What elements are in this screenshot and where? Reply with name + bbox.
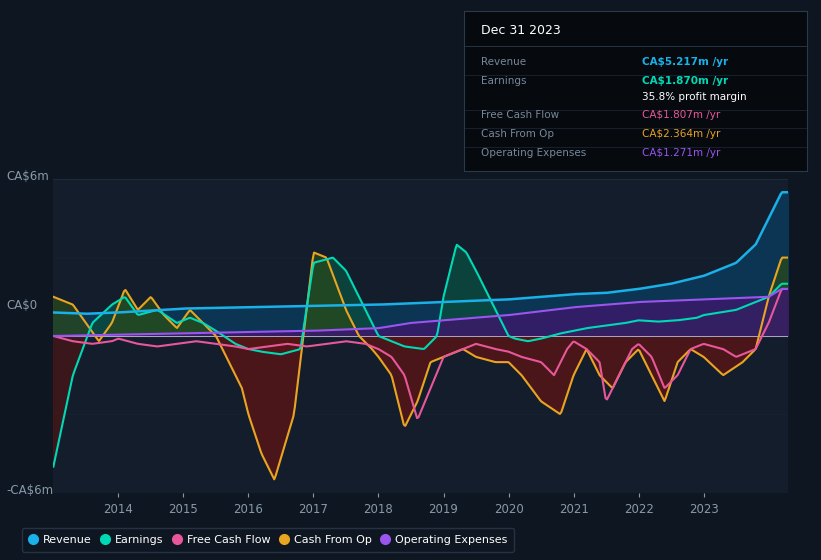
Text: CA$0: CA$0 bbox=[7, 298, 38, 312]
Legend: Revenue, Earnings, Free Cash Flow, Cash From Op, Operating Expenses: Revenue, Earnings, Free Cash Flow, Cash … bbox=[22, 528, 514, 552]
Text: CA$1.870m /yr: CA$1.870m /yr bbox=[642, 76, 728, 86]
Text: 35.8% profit margin: 35.8% profit margin bbox=[642, 92, 747, 102]
Text: -CA$6m: -CA$6m bbox=[7, 483, 53, 497]
Text: Cash From Op: Cash From Op bbox=[481, 129, 554, 139]
Text: CA$1.271m /yr: CA$1.271m /yr bbox=[642, 148, 721, 158]
Text: Earnings: Earnings bbox=[481, 76, 526, 86]
Text: CA$5.217m /yr: CA$5.217m /yr bbox=[642, 57, 728, 67]
Text: Operating Expenses: Operating Expenses bbox=[481, 148, 586, 158]
Text: CA$1.807m /yr: CA$1.807m /yr bbox=[642, 110, 721, 120]
Text: Revenue: Revenue bbox=[481, 57, 526, 67]
Text: Free Cash Flow: Free Cash Flow bbox=[481, 110, 559, 120]
Text: CA$6m: CA$6m bbox=[7, 170, 49, 183]
Text: Dec 31 2023: Dec 31 2023 bbox=[481, 24, 561, 37]
Text: CA$2.364m /yr: CA$2.364m /yr bbox=[642, 129, 721, 139]
